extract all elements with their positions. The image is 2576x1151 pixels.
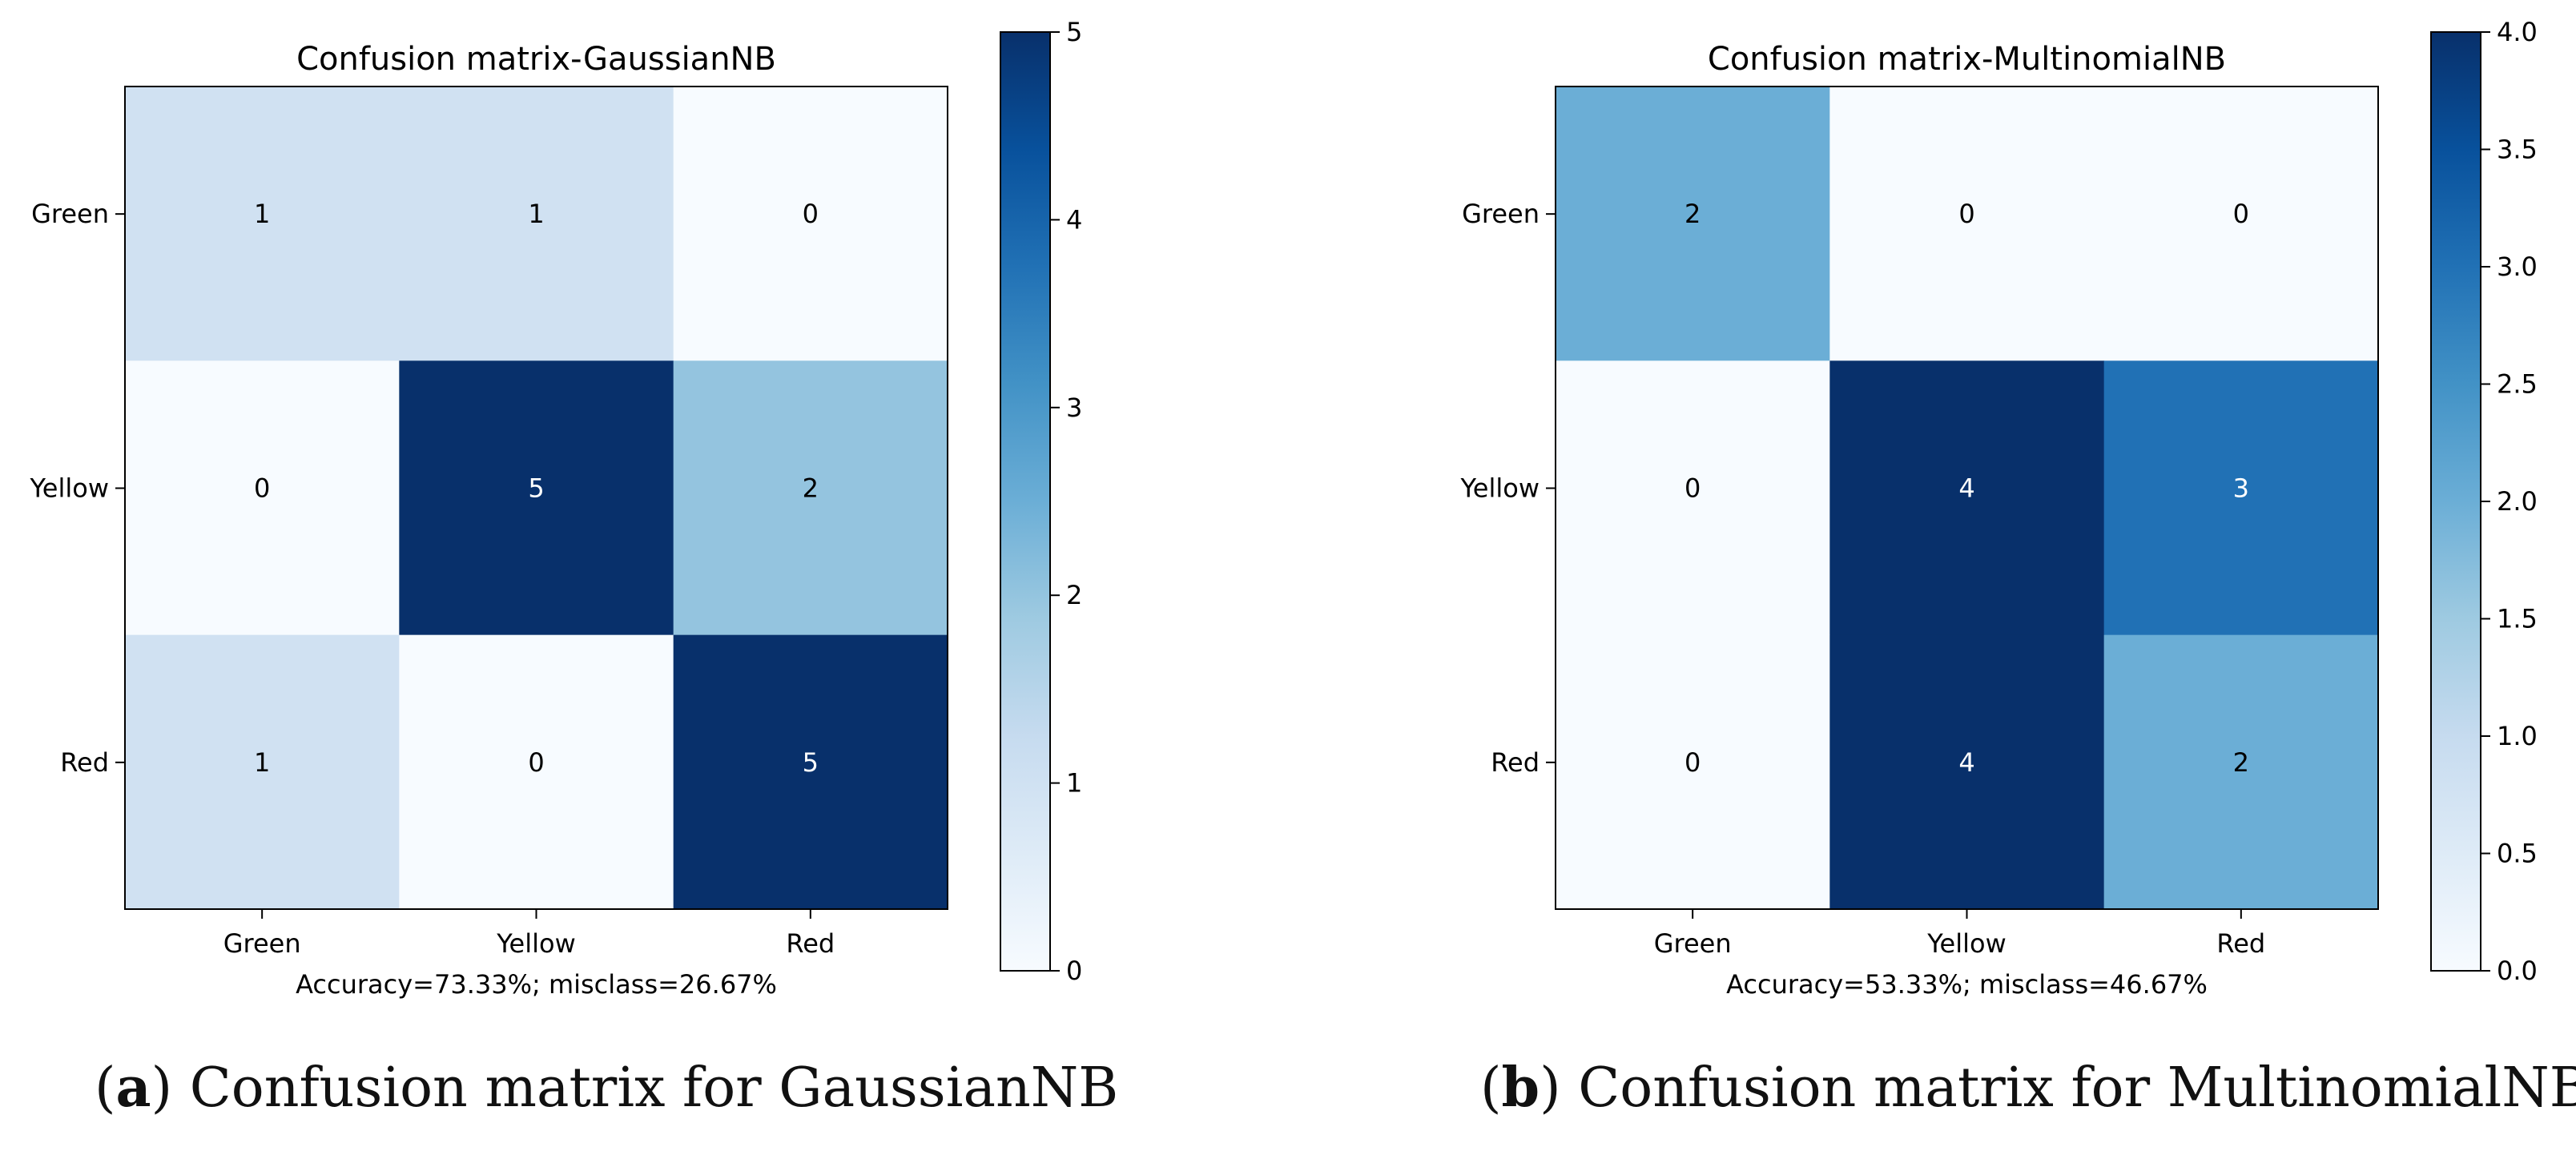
matrix-cell [1556, 360, 1830, 636]
plot-title: Confusion matrix-MultinomialNB [1708, 41, 2226, 78]
colorbar-tick-label: 2.0 [2497, 486, 2538, 517]
matrix-cell [2103, 87, 2379, 361]
x-tick-label: Red [786, 928, 835, 959]
colorbar-tick-label: 1 [1066, 768, 1082, 799]
confusion-matrix-multinomialnb: Confusion matrix-MultinomialNB 2 0 0 0 4 3 0 4 2 G… [1459, 17, 2537, 1000]
colorbar-tick-label: 1.0 [2497, 721, 2538, 751]
cell-value-label: 4 [1958, 473, 1974, 504]
matrix-cell [673, 634, 948, 910]
y-tick-label: Yellow [1459, 473, 1540, 504]
y-tick-label: Yellow [29, 473, 109, 504]
cell-value-label: 0 [2233, 199, 2249, 229]
cell-value-label: 2 [803, 473, 819, 504]
colorbar-tick-label: 2.5 [2497, 369, 2538, 400]
colorbar-tick-label: 1.5 [2497, 604, 2538, 634]
cell-value-label: 2 [2233, 747, 2249, 778]
colorbar-tick-label: 5 [1066, 17, 1082, 47]
caption-a: (a) Confusion matrix for GaussianNB [95, 1056, 1119, 1120]
matrix-cell [399, 634, 674, 910]
cell-value-label: 1 [254, 199, 270, 229]
matrix-cell [2103, 360, 2379, 636]
x-axis-label: Accuracy=53.33%; misclass=46.67% [1726, 969, 2208, 1000]
cell-value-label: 1 [528, 199, 544, 229]
y-tick-label: Green [1462, 199, 1540, 229]
colorbar-tick-label: 3.5 [2497, 135, 2538, 165]
caption-b: (b) Confusion matrix for MultinomialNB [1480, 1056, 2576, 1120]
matrix-cell [673, 360, 948, 636]
x-tick-label: Green [223, 928, 301, 959]
cell-value-label: 0 [1684, 473, 1701, 504]
cell-value-label: 4 [1958, 747, 1974, 778]
cell-value-label: 0 [528, 747, 544, 778]
matrix-cell [1556, 634, 1830, 910]
colorbar-frame [1000, 31, 1051, 972]
confusion-matrix-gaussiannb: Confusion matrix-GaussianNB 1 1 0 0 5 2 1 0 5 Gree… [29, 17, 1082, 1000]
colorbar-tick-label: 4.0 [2497, 17, 2538, 47]
y-tick-label: Red [60, 747, 109, 778]
x-axis-label: Accuracy=73.33%; misclass=26.67% [296, 969, 777, 1000]
colorbar-tick-label: 0 [1066, 956, 1082, 986]
matrix-cell [399, 87, 674, 361]
matrix-cell [125, 634, 400, 910]
colorbar-tick-label: 4 [1066, 204, 1082, 235]
plot-title: Confusion matrix-GaussianNB [296, 41, 776, 78]
y-tick-label: Red [1491, 747, 1540, 778]
x-tick-label: Red [2216, 928, 2265, 959]
caption-b-text: Confusion matrix for MultinomialNB [1560, 1056, 2576, 1120]
colorbar-tick-label: 3 [1066, 392, 1082, 423]
cell-value-label: 2 [1684, 199, 1701, 229]
matrix-cell [1829, 360, 2105, 636]
cell-value-label: 0 [803, 199, 819, 229]
matrix-cell [2103, 634, 2379, 910]
caption-a-letter: a [115, 1056, 151, 1120]
cell-value-label: 3 [2233, 473, 2249, 504]
cell-value-label: 5 [803, 747, 819, 778]
colorbar-tick-label: 2 [1066, 580, 1082, 610]
matrix-cell [1556, 87, 1830, 361]
colorbar-tick-label: 0.0 [2497, 956, 2538, 986]
matrix-cell [1829, 634, 2105, 910]
colorbar [2431, 32, 2481, 971]
cell-value-label: 0 [1958, 199, 1974, 229]
matrix-cell [125, 87, 400, 361]
caption-b-letter: b [1501, 1056, 1540, 1120]
x-tick-label: Yellow [1926, 928, 2006, 959]
cell-value-label: 5 [528, 473, 544, 504]
x-tick-label: Yellow [496, 928, 576, 959]
colorbar-tick-label: 0.5 [2497, 839, 2538, 869]
matrix-cell [1829, 87, 2105, 361]
matrix-cell [399, 360, 674, 636]
x-tick-label: Green [1654, 928, 1732, 959]
colorbar-tick-label: 3.0 [2497, 252, 2538, 282]
matrix-cell [125, 360, 400, 636]
matrix-cell [673, 87, 948, 361]
caption-a-text: Confusion matrix for GaussianNB [172, 1056, 1119, 1120]
colorbar [1000, 32, 1050, 971]
cell-value-label: 0 [254, 473, 270, 504]
cell-value-label: 0 [1684, 747, 1701, 778]
cell-value-label: 1 [254, 747, 270, 778]
y-tick-label: Green [31, 199, 109, 229]
